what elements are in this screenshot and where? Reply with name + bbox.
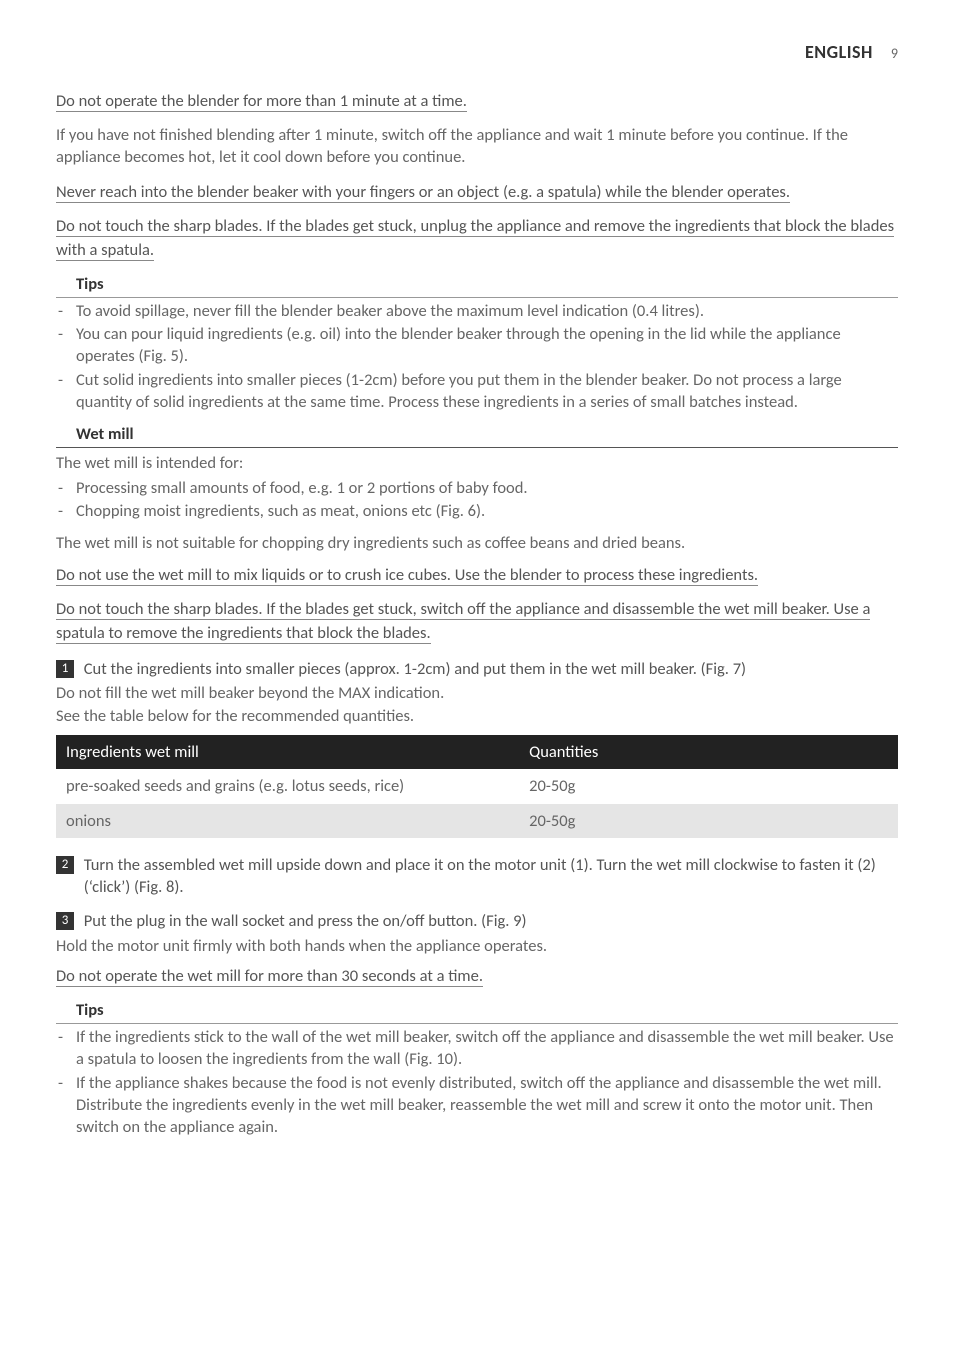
table-row: pre-soaked seeds and grains (e.g. lotus … [56, 769, 898, 803]
body-paragraph: See the table below for the recommended … [56, 705, 898, 727]
page-header: ENGLISH 9 [56, 40, 898, 64]
language-label: ENGLISH [805, 40, 873, 64]
step-number-icon: 2 [56, 856, 74, 874]
table-row: onions 20-50g [56, 804, 898, 838]
quantities-table: Ingredients wet mill Quantities pre-soak… [56, 735, 898, 838]
step-3: 3 Put the plug in the wall socket and pr… [56, 910, 898, 932]
list-item: You can pour liquid ingredients (e.g. oi… [56, 323, 898, 368]
table-header-row: Ingredients wet mill Quantities [56, 735, 898, 769]
warning-text: Never reach into the blender beaker with… [56, 181, 898, 205]
page-number: 9 [891, 45, 898, 64]
list-item: If the ingredients stick to the wall of … [56, 1026, 898, 1071]
section-heading-wetmill: Wet mill [56, 423, 898, 448]
body-paragraph: The wet mill is intended for: [56, 452, 898, 474]
body-paragraph: The wet mill is not suitable for choppin… [56, 532, 898, 554]
wetmill-list: Processing small amounts of food, e.g. 1… [56, 477, 898, 523]
list-item: To avoid spillage, never fill the blende… [56, 300, 898, 322]
body-paragraph: If you have not finished blending after … [56, 124, 898, 169]
list-item: If the appliance shakes because the food… [56, 1072, 898, 1139]
step-1: 1 Cut the ingredients into smaller piece… [56, 658, 898, 680]
section-heading-tips: Tips [56, 999, 898, 1024]
warning-text: Do not operate the wet mill for more tha… [56, 965, 898, 989]
step-number-icon: 1 [56, 660, 74, 678]
table-header-cell: Ingredients wet mill [56, 735, 519, 769]
step-number-icon: 3 [56, 912, 74, 930]
table-cell: 20-50g [519, 804, 898, 838]
step-2: 2 Turn the assembled wet mill upside dow… [56, 854, 898, 899]
table-cell: 20-50g [519, 769, 898, 803]
list-item: Processing small amounts of food, e.g. 1… [56, 477, 898, 499]
step-text: Cut the ingredients into smaller pieces … [84, 658, 884, 680]
warning-text: Do not use the wet mill to mix liquids o… [56, 564, 898, 588]
tips-list: If the ingredients stick to the wall of … [56, 1026, 898, 1138]
warning-text: Do not operate the blender for more than… [56, 90, 898, 114]
tips-list: To avoid spillage, never fill the blende… [56, 300, 898, 413]
step-text: Turn the assembled wet mill upside down … [84, 854, 884, 899]
body-paragraph: Do not fill the wet mill beaker beyond t… [56, 682, 898, 704]
body-paragraph: Hold the motor unit firmly with both han… [56, 935, 898, 957]
list-item: Chopping moist ingredients, such as meat… [56, 500, 898, 522]
list-item: Cut solid ingredients into smaller piece… [56, 369, 898, 414]
section-heading-tips: Tips [56, 273, 898, 298]
table-cell: onions [56, 804, 519, 838]
warning-text: Do not touch the sharp blades. If the bl… [56, 598, 898, 646]
step-text: Put the plug in the wall socket and pres… [84, 910, 884, 932]
table-cell: pre-soaked seeds and grains (e.g. lotus … [56, 769, 519, 803]
warning-text: Do not touch the sharp blades. If the bl… [56, 215, 898, 263]
table-header-cell: Quantities [519, 735, 898, 769]
